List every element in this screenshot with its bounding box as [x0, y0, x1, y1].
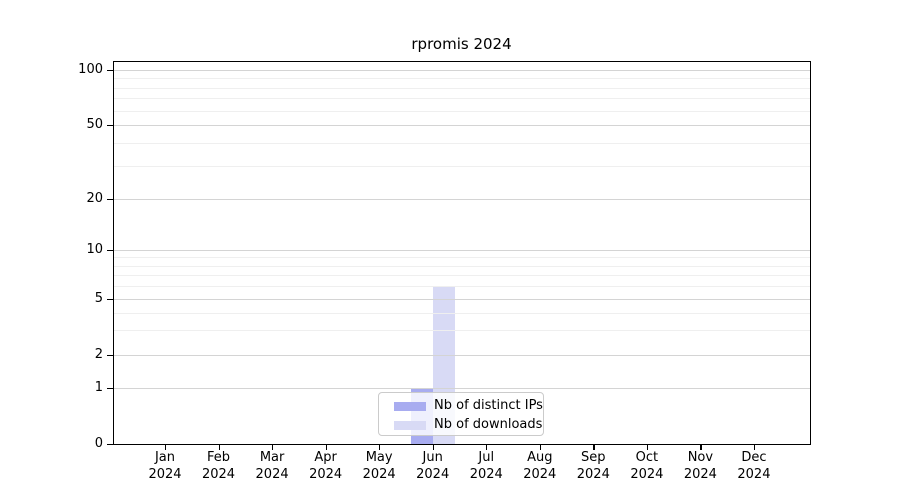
x-tick-label: Feb 2024 [187, 449, 251, 483]
y-gridline-minor [113, 98, 810, 100]
x-tick [272, 444, 274, 450]
y-tick-label: 10 [86, 242, 103, 257]
x-tick-label-year: 2024 [469, 467, 503, 482]
y-gridline-major [113, 199, 810, 200]
x-tick [325, 444, 327, 450]
x-tick-label: Oct 2024 [615, 449, 679, 483]
x-tick-label-year: 2024 [309, 467, 343, 482]
x-tick-label-year: 2024 [416, 467, 450, 482]
y-tick [107, 250, 113, 252]
x-tick [753, 444, 756, 450]
x-tick-label-month: Jun [422, 450, 443, 465]
x-tick [165, 444, 167, 450]
x-tick-label-month: Mar [259, 450, 285, 465]
x-tick-label: May 2024 [347, 449, 411, 483]
x-tick-label-month: Aug [527, 450, 553, 465]
x-tick-label-year: 2024 [523, 467, 557, 482]
x-tick-label-year: 2024 [255, 467, 289, 482]
y-tick [107, 388, 113, 390]
y-gridline-minor [113, 330, 810, 332]
x-tick [700, 444, 702, 450]
y-gridline-minor [113, 275, 810, 277]
y-gridline-major [113, 70, 810, 71]
x-tick [646, 444, 649, 450]
legend-swatch-downloads-icon [394, 420, 426, 430]
legend-label-distinct-ips: Nb of distinct IPs [434, 398, 543, 413]
x-tick-label-year: 2024 [630, 467, 664, 482]
x-tick [593, 444, 595, 450]
x-tick-label-month: Nov [687, 450, 714, 465]
x-tick-label-year: 2024 [683, 467, 717, 482]
legend: Nb of distinct IPs Nb of downloads [378, 392, 544, 436]
x-tick-label: Dec 2024 [722, 449, 786, 483]
y-tick [107, 355, 113, 357]
x-tick-label: Apr 2024 [294, 449, 358, 483]
y-tick [107, 125, 113, 127]
y-gridline-major [113, 250, 810, 251]
x-tick [486, 444, 488, 450]
x-tick-label: Nov 2024 [668, 449, 732, 483]
y-tick-label: 5 [94, 291, 103, 306]
y-gridline-minor [113, 166, 810, 168]
y-gridline-major [113, 388, 810, 389]
y-gridline-minor [113, 87, 810, 89]
y-tick [107, 444, 113, 446]
x-tick [539, 444, 541, 450]
y-tick-label: 100 [78, 62, 103, 77]
y-tick [107, 299, 113, 301]
x-tick-label-year: 2024 [362, 467, 396, 482]
y-gridline-minor [113, 265, 810, 267]
x-tick-label: Sep 2024 [561, 449, 625, 483]
y-gridline-minor [113, 110, 810, 112]
y-tick-label: 1 [94, 380, 103, 395]
x-tick [218, 444, 220, 450]
y-tick [107, 70, 113, 72]
x-tick-label-month: Jul [478, 450, 495, 465]
x-tick-label-month: Apr [314, 450, 337, 465]
y-gridline-major [113, 125, 810, 126]
y-gridline-minor [113, 257, 810, 259]
legend-label-downloads: Nb of downloads [434, 417, 543, 432]
y-gridline-minor [113, 312, 810, 314]
y-tick-label: 2 [94, 347, 103, 362]
y-tick [107, 199, 113, 201]
legend-item-distinct-ips: Nb of distinct IPs [394, 398, 543, 414]
x-tick-label-month: Dec [741, 450, 767, 465]
x-tick-label-month: Oct [635, 450, 659, 465]
x-tick-label-year: 2024 [148, 467, 182, 482]
y-tick-label: 20 [86, 191, 103, 206]
x-tick [379, 444, 381, 450]
x-tick-label-year: 2024 [201, 467, 236, 482]
x-tick-label-year: 2024 [576, 467, 610, 482]
x-tick-label-month: May [365, 450, 393, 465]
y-gridline-major [113, 355, 810, 356]
y-tick-label: 0 [94, 436, 103, 451]
x-tick-label: Jan 2024 [133, 449, 197, 483]
legend-item-downloads: Nb of downloads [394, 417, 543, 433]
x-tick-label-year: 2024 [737, 467, 771, 482]
x-tick-label: Aug 2024 [508, 449, 572, 483]
x-tick-label: Mar 2024 [240, 449, 304, 483]
x-tick-label: Jul 2024 [454, 449, 518, 483]
x-tick [432, 444, 434, 450]
x-tick-label: Jun 2024 [401, 449, 465, 483]
legend-swatch-distinct-ips-icon [394, 401, 426, 411]
x-tick-label-month: Jan [154, 450, 176, 465]
y-gridline-minor [113, 286, 810, 288]
x-tick-label-month: Sep [581, 450, 606, 465]
y-gridline-minor [113, 78, 810, 80]
chart-title: rpromis 2024 [411, 35, 512, 53]
y-tick-label: 50 [86, 117, 103, 132]
x-tick-label-month: Feb [207, 450, 231, 465]
y-gridline-major [113, 299, 810, 300]
y-gridline-minor [113, 143, 810, 145]
